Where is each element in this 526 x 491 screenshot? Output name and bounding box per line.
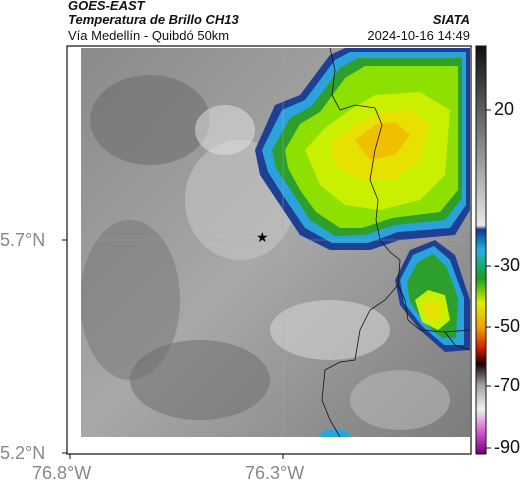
axis-ticks	[62, 239, 284, 459]
colorbar-ticks	[486, 109, 491, 449]
border-lines	[321, 48, 470, 437]
timestamp: 2024-10-16 14:49	[367, 28, 470, 43]
storm-cloud-south	[318, 240, 470, 437]
colorbar-label: -50	[494, 316, 521, 336]
satellite-name: GOES-EAST	[68, 0, 145, 13]
colorbar-label: 20	[494, 99, 515, 119]
location-star-icon: ★	[256, 229, 269, 245]
lat-tick-label: 5.7°N	[0, 230, 46, 250]
lon-tick-label: 76.3°W	[245, 463, 305, 483]
colorbar-label: -90	[494, 437, 521, 457]
storm-cloud-main	[255, 48, 470, 250]
source-label: SIATA	[432, 12, 470, 27]
graticule	[81, 48, 470, 437]
lat-tick-label: 5.2°N	[0, 443, 46, 463]
route-subtitle: Vía Medellín - Quibdó 50km	[68, 28, 230, 43]
colorbar-label: -70	[494, 375, 521, 395]
colorbar	[475, 45, 487, 455]
lon-tick-label: 76.8°W	[32, 463, 92, 483]
colorbar-label: -30	[494, 255, 521, 275]
product-title: Temperatura de Brillo CH13	[68, 12, 239, 27]
